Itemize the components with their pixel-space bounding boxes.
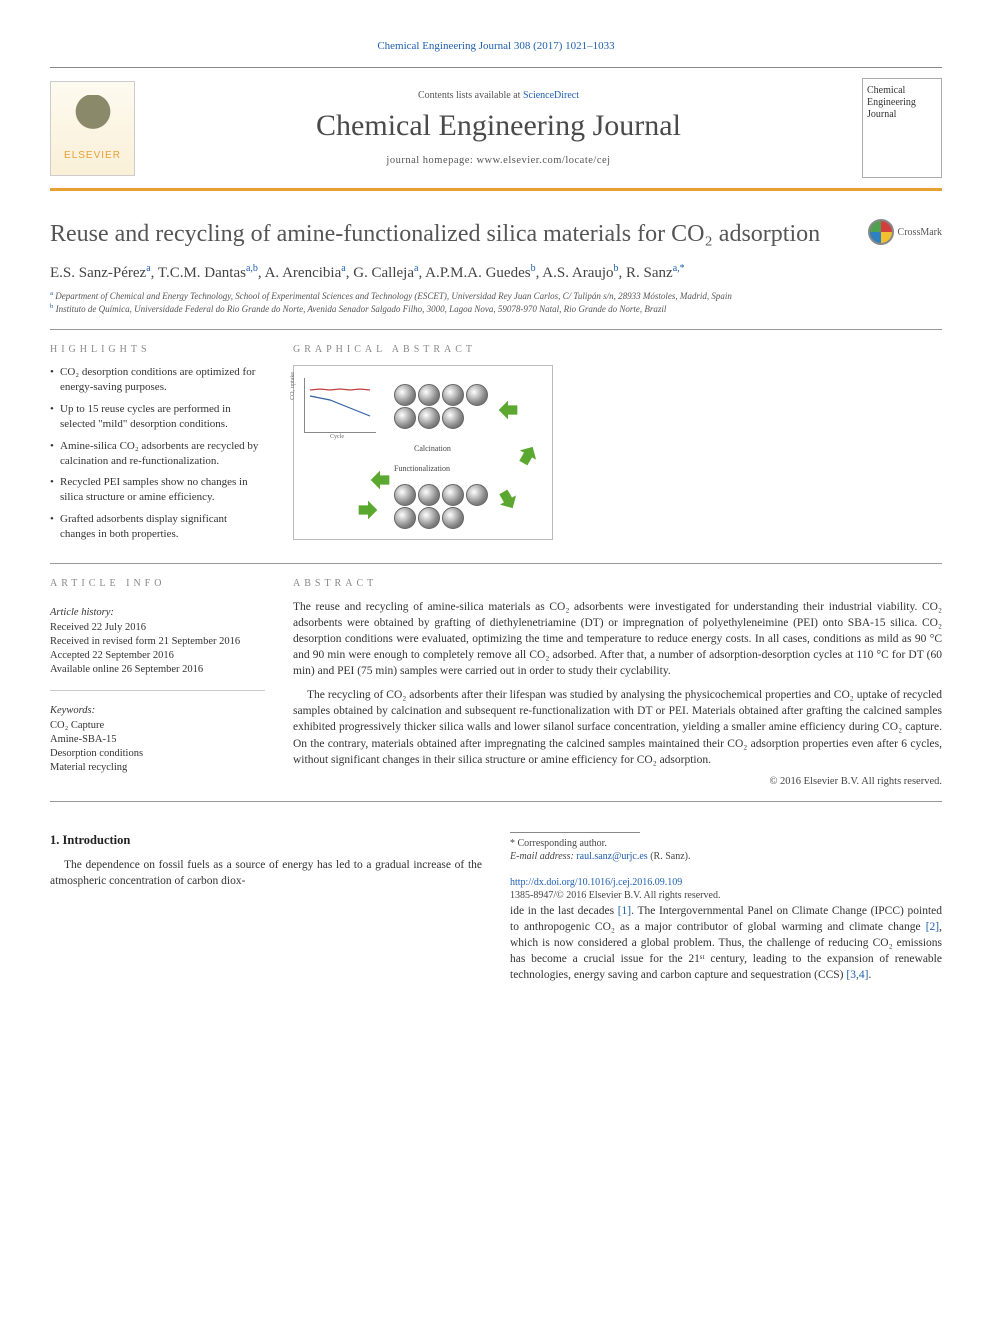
author-7[interactable]: R. Sanza,* bbox=[626, 265, 685, 281]
graphical-abstract-figure: CO₂ uptake Cycle Calcination Functionali… bbox=[293, 365, 553, 540]
cover-line-2: Engineering bbox=[867, 97, 937, 109]
graphical-abstract-label: GRAPHICAL ABSTRACT bbox=[293, 344, 942, 355]
crossmark-label: CrossMark bbox=[898, 227, 942, 238]
author-1[interactable]: E.S. Sanz-Péreza bbox=[50, 265, 151, 281]
journal-citation[interactable]: Chemical Engineering Journal 308 (2017) … bbox=[50, 40, 942, 52]
article-info-label: ARTICLE INFO bbox=[50, 578, 265, 589]
author-2[interactable]: T.C.M. Dantasa,b bbox=[158, 265, 258, 281]
intro-paragraph-2: ide in the last decades [1]. The Intergo… bbox=[510, 903, 942, 983]
cover-line-3: Journal bbox=[867, 109, 937, 121]
revised-date: Received in revised form 21 September 20… bbox=[50, 635, 265, 649]
received-date: Received 22 July 2016 bbox=[50, 621, 265, 635]
ref-link-2[interactable]: [2] bbox=[926, 921, 939, 933]
author-5[interactable]: A.P.M.A. Guedesb bbox=[425, 265, 535, 281]
online-date: Available online 26 September 2016 bbox=[50, 663, 265, 677]
ga-label-calcination: Calcination bbox=[414, 444, 451, 453]
recycle-arrow-icon bbox=[489, 481, 527, 519]
journal-cover-thumbnail: Chemical Engineering Journal bbox=[862, 78, 942, 178]
ga-x-label: Cycle bbox=[330, 434, 344, 440]
journal-homepage[interactable]: journal homepage: www.elsevier.com/locat… bbox=[145, 155, 852, 166]
contents-line: Contents lists available at ScienceDirec… bbox=[145, 90, 852, 101]
keyword: CO₂ Capture bbox=[50, 719, 265, 733]
ga-material-bottom bbox=[394, 484, 489, 529]
header-center: Contents lists available at ScienceDirec… bbox=[135, 90, 862, 166]
affiliations: a Department of Chemical and Energy Tech… bbox=[50, 290, 942, 315]
corresponding-email[interactable]: raul.sanz@urjc.es bbox=[576, 851, 647, 862]
affiliation-a: a Department of Chemical and Energy Tech… bbox=[50, 290, 942, 303]
recycle-arrow-icon bbox=[494, 396, 522, 424]
elsevier-logo[interactable]: ELSEVIER bbox=[50, 81, 135, 176]
divider bbox=[50, 690, 265, 691]
contents-prefix: Contents lists available at bbox=[418, 90, 523, 101]
recycle-arrow-icon bbox=[509, 436, 547, 474]
journal-title: Chemical Engineering Journal bbox=[145, 109, 852, 143]
journal-header-band: ELSEVIER Contents lists available at Sci… bbox=[50, 67, 942, 191]
abstract-label: ABSTRACT bbox=[293, 578, 942, 589]
email-suffix: (R. Sanz). bbox=[648, 851, 691, 862]
article-title: Reuse and recycling of amine-functionali… bbox=[50, 219, 868, 249]
footnote-rule bbox=[510, 832, 640, 833]
keyword: Amine-SBA-15 bbox=[50, 733, 265, 747]
article-body: 1. Introduction The dependence on fossil… bbox=[50, 832, 942, 983]
intro-heading: 1. Introduction bbox=[50, 832, 482, 850]
keyword: Material recycling bbox=[50, 761, 265, 775]
history-label: Article history: bbox=[50, 607, 265, 618]
author-4[interactable]: G. Callejaa bbox=[353, 265, 418, 281]
cover-line-1: Chemical bbox=[867, 85, 937, 97]
highlights-section: HIGHLIGHTS CO₂ desorption conditions are… bbox=[50, 344, 265, 541]
corresponding-label: * Corresponding author. bbox=[510, 837, 942, 851]
ref-link-34[interactable]: [3,4] bbox=[846, 969, 868, 981]
highlight-item: Grafted adsorbents display significant c… bbox=[50, 512, 265, 542]
highlight-item: CO₂ desorption conditions are optimized … bbox=[50, 365, 265, 395]
highlight-item: Recycled PEI samples show no changes in … bbox=[50, 475, 265, 505]
publisher-name: ELSEVIER bbox=[64, 150, 121, 161]
recycle-arrow-icon bbox=[366, 466, 394, 494]
sciencedirect-link[interactable]: ScienceDirect bbox=[523, 90, 579, 101]
highlight-item: Amine-silica CO₂ adsorbents are recycled… bbox=[50, 439, 265, 469]
ga-material-top bbox=[394, 384, 489, 429]
highlight-item: Up to 15 reuse cycles are performed in s… bbox=[50, 402, 265, 432]
keyword: Desorption conditions bbox=[50, 747, 265, 761]
crossmark-icon bbox=[868, 219, 894, 245]
crossmark-badge[interactable]: CrossMark bbox=[868, 219, 942, 245]
intro-paragraph-1: The dependence on fossil fuels as a sour… bbox=[50, 857, 482, 889]
divider bbox=[50, 329, 942, 330]
recycle-arrow-icon bbox=[354, 496, 382, 524]
doi-link[interactable]: http://dx.doi.org/10.1016/j.cej.2016.09.… bbox=[510, 877, 682, 888]
divider bbox=[50, 801, 942, 802]
corresponding-author-footer: * Corresponding author. E-mail address: … bbox=[510, 832, 942, 903]
abstract-p2: The recycling of CO₂ adsorbents after th… bbox=[293, 687, 942, 767]
author-list: E.S. Sanz-Péreza, T.C.M. Dantasa,b, A. A… bbox=[50, 263, 942, 282]
ga-label-functionalization: Functionalization bbox=[394, 464, 450, 473]
ga-mini-chart bbox=[304, 378, 376, 433]
elsevier-tree-icon bbox=[63, 95, 123, 150]
article-history: Article history: Received 22 July 2016 R… bbox=[50, 607, 265, 678]
abstract-p1: The reuse and recycling of amine-silica … bbox=[293, 599, 942, 679]
copyright-line: © 2016 Elsevier B.V. All rights reserved… bbox=[293, 776, 942, 787]
email-label: E-mail address: bbox=[510, 851, 576, 862]
author-3[interactable]: A. Arencibiaa bbox=[265, 265, 346, 281]
issn-line: 1385-8947/© 2016 Elsevier B.V. All right… bbox=[510, 890, 720, 901]
author-6[interactable]: A.S. Araujob bbox=[542, 265, 618, 281]
affiliation-b: b Instituto de Química, Universidade Fed… bbox=[50, 303, 942, 316]
divider bbox=[50, 563, 942, 564]
ga-y-label: CO₂ uptake bbox=[290, 372, 296, 400]
ref-link-1[interactable]: [1] bbox=[618, 905, 631, 917]
keywords-block: Keywords: CO₂ Capture Amine-SBA-15 Desor… bbox=[50, 705, 265, 776]
abstract-text: The reuse and recycling of amine-silica … bbox=[293, 599, 942, 768]
highlights-label: HIGHLIGHTS bbox=[50, 344, 265, 355]
keywords-label: Keywords: bbox=[50, 705, 265, 716]
accepted-date: Accepted 22 September 2016 bbox=[50, 649, 265, 663]
